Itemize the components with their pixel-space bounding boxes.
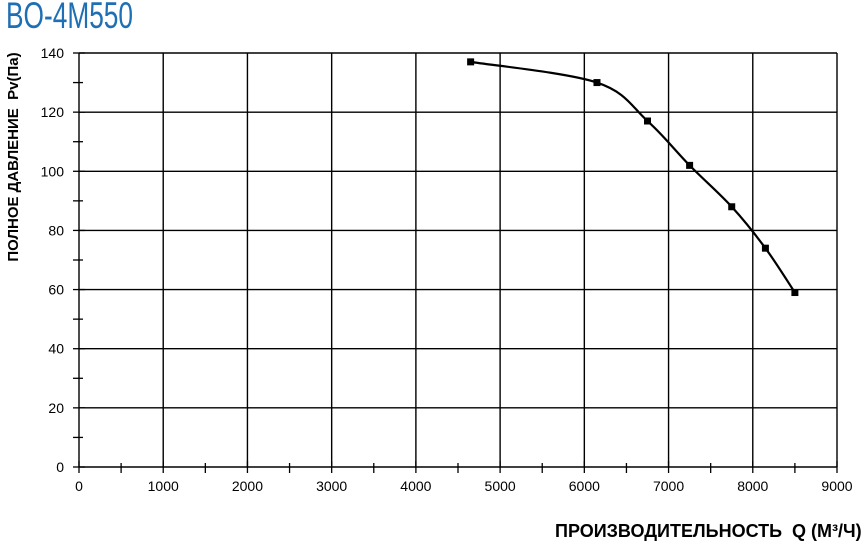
svg-text:60: 60: [48, 282, 64, 298]
svg-text:4000: 4000: [400, 478, 431, 494]
svg-text:7000: 7000: [653, 478, 684, 494]
svg-text:100: 100: [41, 163, 65, 179]
svg-text:6000: 6000: [569, 478, 600, 494]
svg-text:2000: 2000: [232, 478, 263, 494]
svg-text:5000: 5000: [485, 478, 516, 494]
svg-text:0: 0: [56, 459, 64, 475]
svg-text:8000: 8000: [737, 478, 768, 494]
svg-text:120: 120: [41, 104, 65, 120]
svg-text:0: 0: [75, 478, 83, 494]
svg-text:9000: 9000: [821, 478, 852, 494]
svg-text:140: 140: [41, 45, 65, 61]
svg-text:20: 20: [48, 400, 64, 416]
svg-text:40: 40: [48, 341, 64, 357]
svg-text:1000: 1000: [148, 478, 179, 494]
svg-text:3000: 3000: [316, 478, 347, 494]
svg-text:80: 80: [48, 222, 64, 238]
